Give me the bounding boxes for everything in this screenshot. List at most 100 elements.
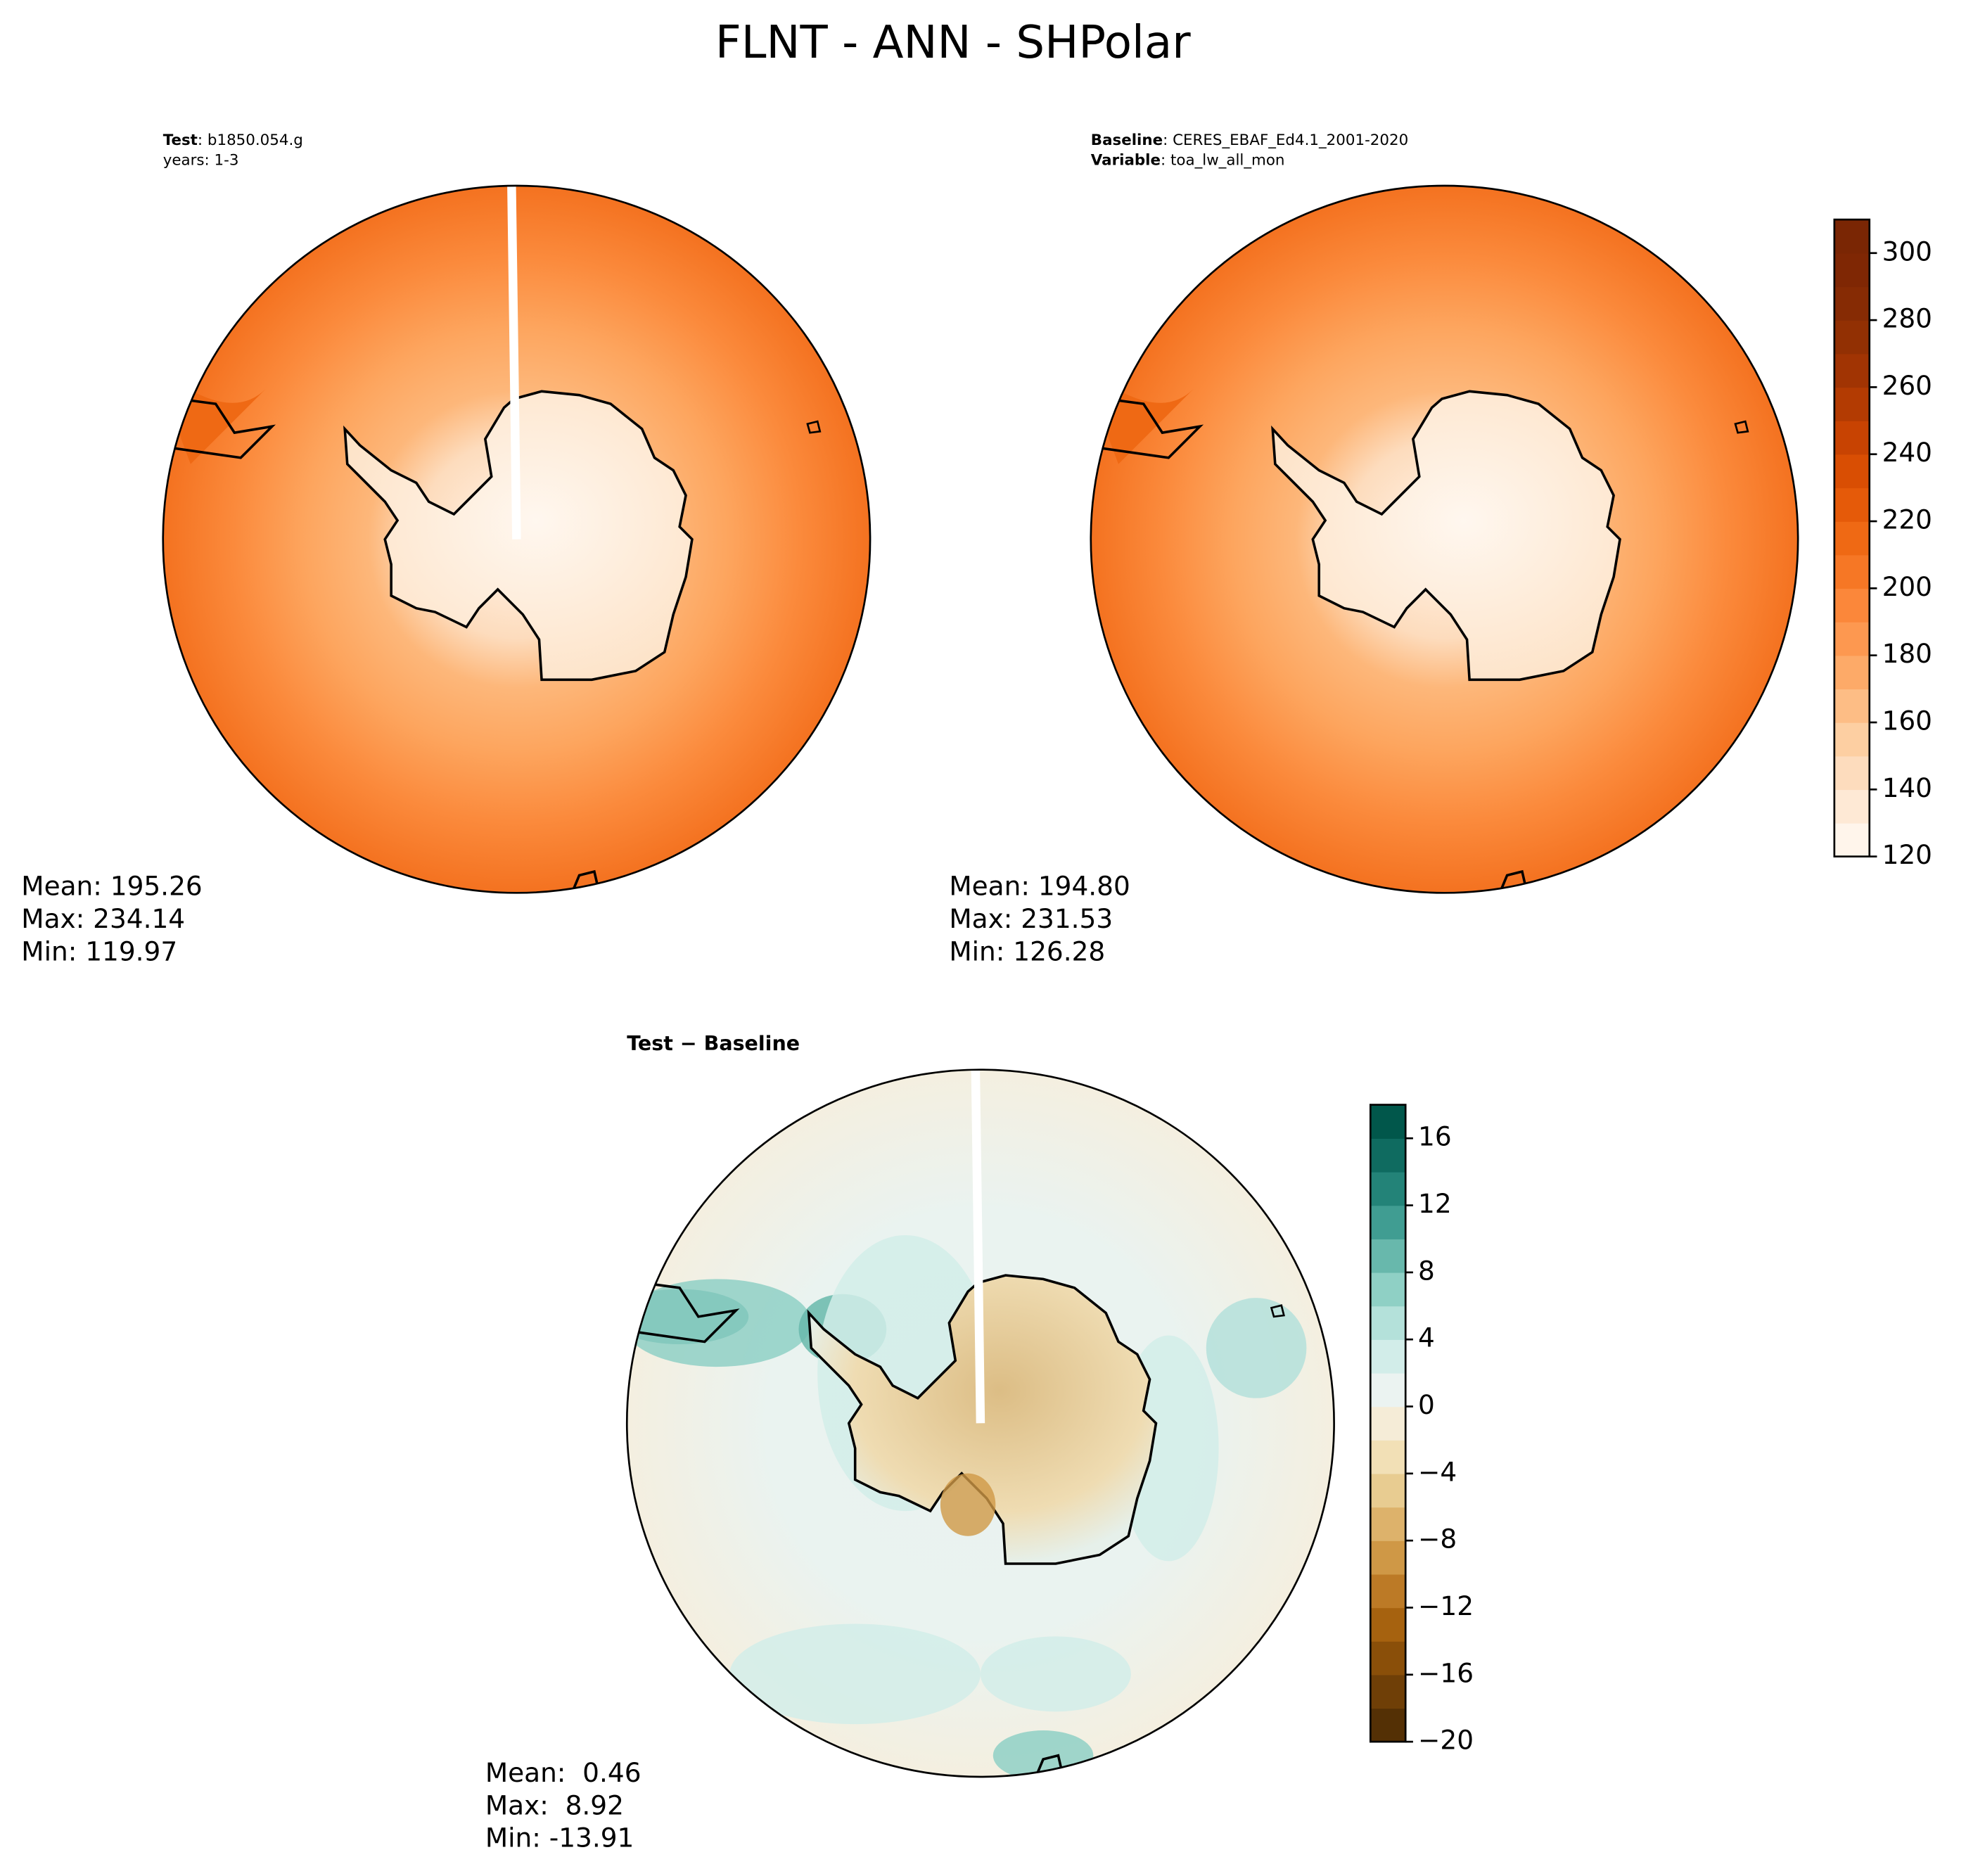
colorbar-tick-label: 120 (1882, 839, 1932, 870)
colorbar-tick-label: 140 (1882, 772, 1932, 803)
colorbar-tick-label: 16 (1418, 1121, 1452, 1152)
header-label: Test (163, 132, 198, 149)
colorbar-band (1834, 286, 1870, 321)
panel-header: years: 1-3 (163, 151, 239, 169)
colorbar-band (1370, 1641, 1406, 1676)
coastline (806, 420, 822, 434)
polar-map (162, 184, 872, 894)
coastline (627, 1281, 740, 1344)
missing-data-seam (507, 185, 521, 540)
colorbar-band (1370, 1540, 1406, 1575)
colorbar-band (1834, 253, 1870, 288)
colorbar-tick-label: 0 (1418, 1389, 1435, 1420)
colorbar-band (1370, 1171, 1406, 1206)
map-boundary (162, 184, 872, 894)
colorbar-band (1370, 1406, 1406, 1441)
colorbar-frame (1369, 1104, 1407, 1743)
header-text: years: 1-3 (163, 151, 239, 169)
colorbar-band (1370, 1272, 1406, 1307)
panel-header: Variable: toa_lw_all_mon (1091, 151, 1285, 169)
colorbar-tick-label: 180 (1882, 638, 1932, 669)
colorbar-band (1370, 1239, 1406, 1273)
coastline (1090, 397, 1204, 459)
panel-stat: Mean: 195.26 (21, 871, 202, 902)
colorbar-tick-label: −12 (1418, 1590, 1474, 1621)
colorbar-tick-label: 280 (1882, 303, 1932, 334)
colorbar-tick-label: 160 (1882, 705, 1932, 736)
colorbar-band (1834, 789, 1870, 824)
anomaly-region (729, 1623, 981, 1725)
header-label: Baseline (1091, 132, 1163, 149)
colorbar-band (1834, 320, 1870, 355)
colorbar-tick-label: 8 (1418, 1255, 1435, 1286)
figure-title: FLNT - ANN - SHPolar (715, 16, 1191, 69)
header-text: : toa_lw_all_mon (1161, 151, 1284, 169)
colorbar-band (1370, 1574, 1406, 1609)
colorbar-band (1370, 1507, 1406, 1541)
colorbar-band (1370, 1473, 1406, 1508)
polar-map (625, 1068, 1335, 1778)
panel-stat: Max: 8.92 (485, 1789, 624, 1820)
colorbar-band (1834, 554, 1870, 589)
colorbar-band (1834, 219, 1870, 254)
colorbar-band (1834, 722, 1870, 757)
coastline (1271, 390, 1621, 682)
colorbar-band (1834, 421, 1870, 455)
colorbar-tick-label: 12 (1418, 1188, 1452, 1219)
map-features (627, 1069, 1307, 1778)
colorbar-band (1370, 1138, 1406, 1173)
panel-stat: Mean: 0.46 (485, 1757, 641, 1788)
panel-stat: Max: 234.14 (21, 903, 185, 934)
colorbar-tick-label: 200 (1882, 571, 1932, 602)
colorbar-band (1834, 689, 1870, 723)
anomaly-region (980, 1636, 1131, 1712)
colorbar-band (1370, 1607, 1406, 1642)
coastline (571, 869, 600, 891)
panel-stat: Max: 231.53 (949, 903, 1113, 934)
colorbar-frame (1833, 218, 1871, 857)
colorbar-band (1370, 1440, 1406, 1474)
colorbar-tick-label: −16 (1418, 1657, 1474, 1688)
colorbar-band (1834, 454, 1870, 489)
colorbar-band (1370, 1372, 1406, 1408)
colorbar-band (1834, 622, 1870, 656)
panel-stat: Min: 126.28 (949, 936, 1105, 966)
colorbar-tick-label: 220 (1882, 504, 1932, 535)
colorbar-tick-label: −20 (1418, 1725, 1474, 1756)
colorbar-tick-label: 300 (1882, 236, 1932, 267)
colorbar-band (1834, 387, 1870, 421)
polar-map (1090, 184, 1799, 894)
anomaly-region (940, 1473, 996, 1536)
colorbar-tick-label: −8 (1418, 1524, 1457, 1555)
header-label: Variable (1091, 151, 1161, 169)
map-boundary (1090, 184, 1799, 894)
panel-title: Test − Baseline (627, 1032, 800, 1055)
map-boundary (625, 1068, 1335, 1778)
colorbar-band (1370, 1674, 1406, 1709)
anomaly-region (1206, 1298, 1307, 1398)
panel-header: Test: b1850.054.g (163, 132, 303, 149)
colorbar-tick-label: −4 (1418, 1456, 1457, 1487)
colorbar-band (1834, 655, 1870, 690)
colorbar-band (1834, 755, 1870, 791)
panel-header: Baseline: CERES_EBAF_Ed4.1_2001-2020 (1091, 132, 1408, 149)
header-text: : CERES_EBAF_Ed4.1_2001-2020 (1163, 132, 1408, 149)
colorbar-band (1834, 822, 1870, 857)
coastline (1035, 1754, 1064, 1775)
colorbar-band (1370, 1708, 1406, 1742)
coastline (1734, 420, 1749, 434)
colorbar-tick-label: 240 (1882, 437, 1932, 468)
header-text: : b1850.054.g (198, 132, 303, 149)
panel-stat: Min: -13.91 (485, 1823, 634, 1853)
colorbar-band (1834, 353, 1870, 388)
colorbar-band (1370, 1339, 1406, 1374)
coastline (1500, 869, 1528, 891)
colorbar-band (1834, 487, 1870, 522)
colorbar-band (1370, 1104, 1406, 1139)
colorbar-band (1370, 1306, 1406, 1340)
anomaly-region (627, 1279, 812, 1367)
coastline (1270, 1304, 1285, 1318)
colorbar-band (1834, 588, 1870, 623)
